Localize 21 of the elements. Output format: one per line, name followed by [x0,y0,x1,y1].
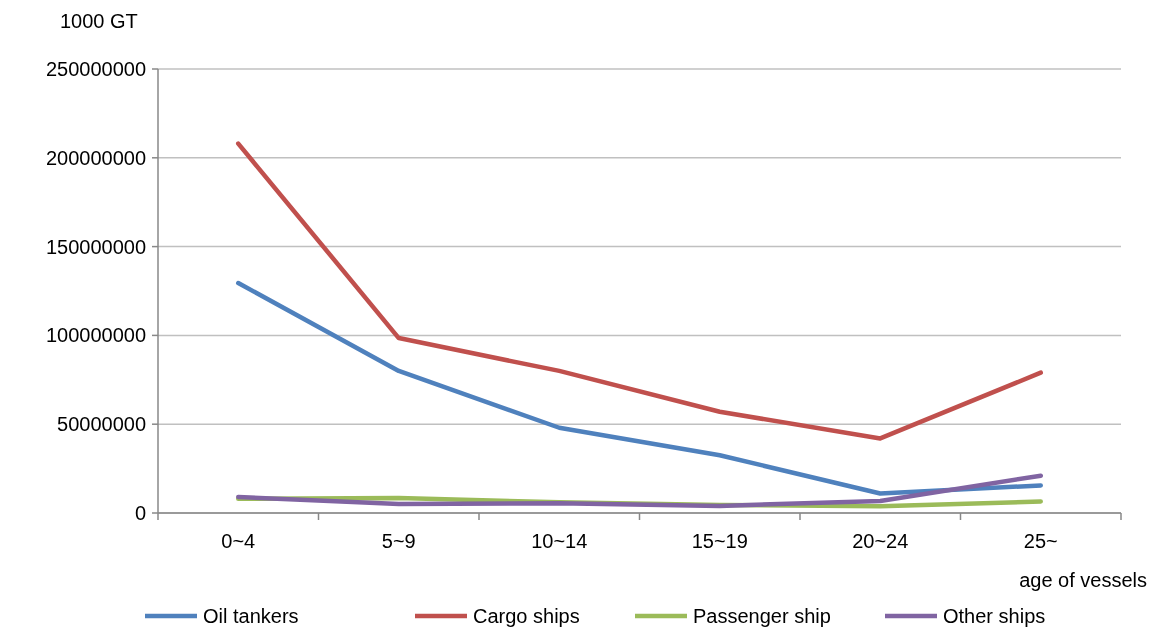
x-tick-label: 10~14 [531,530,588,552]
y-axis-title: 1000 GT [60,10,138,32]
x-tick-label: 15~19 [691,530,748,552]
legend-label: Oil tankers [203,605,299,627]
y-tick-label: 200000000 [45,146,146,169]
y-tick-label: 250000000 [45,58,146,80]
legend-label: Other ships [943,605,1046,627]
legend-label: Cargo ships [473,605,580,627]
x-axis-title: age of vessels [1019,569,1147,591]
line-series [236,141,1043,441]
y-tick-label: 0 [134,502,146,524]
x-tick-label: 0~4 [221,530,256,552]
x-tick-label: 25~ [1023,530,1058,552]
x-tick-label: 5~9 [381,530,416,552]
y-tick-label: 150000000 [45,235,146,258]
y-tick-label: 50000000 [57,413,146,436]
line-series [236,280,1043,496]
line-series [236,473,1043,509]
y-tick-label: 100000000 [45,324,146,347]
legend-label: Passenger ship [693,605,831,627]
x-tick-label: 20~24 [852,530,909,552]
